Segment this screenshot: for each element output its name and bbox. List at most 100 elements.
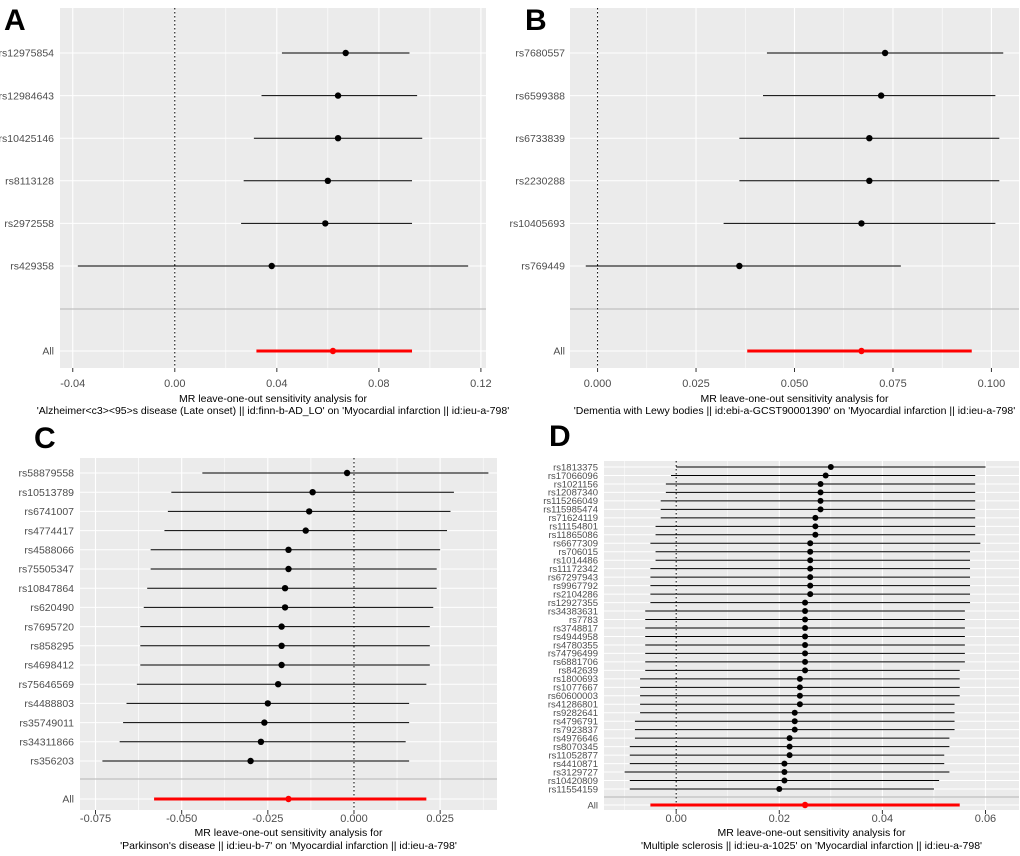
snp-label: rs17066096 [548, 471, 598, 482]
panel-background [60, 8, 486, 368]
snp-label: rs10847864 [19, 583, 75, 595]
point-estimate [807, 540, 814, 547]
chart-subtitle: 'Alzheimer<c3><95>s disease (Late onset)… [37, 405, 509, 417]
point-estimate [342, 49, 349, 57]
point-estimate [812, 531, 819, 538]
snp-label: rs706015 [558, 547, 598, 558]
point-estimate [285, 546, 292, 553]
point-estimate [322, 220, 329, 227]
snp-label: rs115985474 [543, 505, 598, 516]
snp-label: rs4410871 [553, 759, 598, 770]
snp-label: rs6881706 [553, 657, 598, 668]
snp-label: rs4774417 [24, 525, 74, 537]
snp-label: rs842639 [558, 666, 598, 677]
point-estimate [802, 658, 809, 665]
point-estimate [802, 633, 809, 640]
point-estimate [786, 752, 793, 759]
panel-background [80, 458, 497, 810]
point-estimate [802, 608, 809, 615]
point-estimate [274, 681, 282, 688]
snp-label: rs4698412 [24, 660, 74, 672]
snp-label: rs10425146 [0, 133, 54, 145]
snp-label: rs2104286 [553, 589, 598, 600]
snp-label: rs429358 [10, 261, 54, 273]
snp-label: rs1813375 [553, 462, 598, 473]
overall-label: All [587, 800, 598, 811]
point-estimate [858, 220, 865, 227]
snp-label: rs1077667 [553, 683, 598, 694]
chart-title: MR leave-one-out sensitivity analysis fo… [701, 393, 889, 405]
overall-label: All [553, 346, 565, 358]
snp-label: rs620490 [30, 602, 74, 614]
snp-label: rs858295 [30, 640, 74, 652]
point-estimate [264, 700, 272, 707]
overall-estimate [329, 347, 337, 355]
point-estimate [807, 565, 814, 572]
overall-estimate [285, 795, 292, 803]
chart-subtitle: 'Parkinson's disease || id:ieu-b-7' on '… [120, 840, 457, 852]
point-estimate [786, 743, 793, 750]
point-estimate [807, 557, 814, 564]
x-tick-label: 0.00 [164, 378, 185, 390]
point-estimate [796, 692, 803, 699]
panel-background [604, 461, 1019, 810]
snp-label: rs8070345 [553, 742, 598, 753]
point-estimate [802, 599, 809, 606]
snp-label: rs6733839 [515, 133, 565, 145]
point-estimate [736, 262, 743, 270]
point-estimate [822, 472, 829, 479]
point-estimate [343, 469, 351, 477]
point-estimate [285, 565, 292, 573]
x-tick-label: -0.075 [80, 813, 111, 825]
point-estimate [827, 464, 834, 470]
point-estimate [278, 623, 285, 630]
x-tick-label: -0.04 [60, 378, 85, 390]
snp-label: rs7783 [569, 615, 598, 626]
snp-label: rs58879558 [19, 468, 75, 480]
snp-label: rs356203 [30, 756, 74, 768]
chart-title: MR leave-one-out sensitivity analysis fo… [195, 827, 383, 839]
point-estimate [796, 701, 803, 708]
point-estimate [802, 616, 809, 623]
point-estimate [807, 574, 814, 581]
point-estimate [817, 506, 824, 513]
snp-label: rs7923837 [553, 725, 598, 736]
snp-label: rs6677309 [553, 539, 598, 550]
point-estimate [812, 523, 819, 530]
x-tick-label: 0.000 [584, 378, 612, 390]
chart-title: MR leave-one-out sensitivity analysis fo… [718, 827, 906, 839]
snp-label: rs35749011 [19, 717, 74, 729]
snp-label: rs4780355 [553, 640, 598, 651]
x-tick-label: 0.12 [470, 378, 491, 390]
x-tick-label: 0.075 [879, 378, 907, 390]
point-estimate [812, 514, 819, 521]
x-tick-label: 0.000 [340, 813, 368, 825]
snp-label: rs11865086 [549, 530, 598, 541]
snp-label: rs2972558 [4, 218, 54, 230]
chart-subtitle: 'Multiple sclerosis || id:ieu-a-1025' on… [641, 840, 982, 852]
panel-letter: C [34, 422, 56, 455]
snp-label: rs10405693 [510, 218, 566, 230]
snp-label: rs41286801 [548, 700, 598, 711]
snp-label: rs4588066 [24, 544, 74, 556]
point-estimate [278, 661, 285, 669]
point-estimate [877, 92, 885, 99]
snp-label: rs3748817 [553, 623, 598, 634]
x-tick-label: -0.050 [166, 813, 197, 825]
panel-b: rs7680557 rs6599388 rs6733839 rs2230288 rs10… [510, 4, 1019, 417]
point-estimate [817, 480, 824, 487]
point-estimate [324, 177, 332, 184]
snp-label: rs4796791 [553, 717, 598, 728]
overall-label: All [62, 794, 74, 806]
point-estimate [796, 675, 803, 682]
point-estimate [807, 548, 814, 555]
snp-label: rs12927355 [548, 598, 598, 609]
point-estimate [247, 757, 254, 765]
snp-label: rs12984643 [0, 90, 54, 102]
point-estimate [278, 642, 285, 649]
point-estimate [802, 650, 809, 657]
point-estimate [786, 735, 793, 742]
snp-label: rs6599388 [515, 90, 565, 102]
x-tick-label: 0.025 [426, 813, 454, 825]
